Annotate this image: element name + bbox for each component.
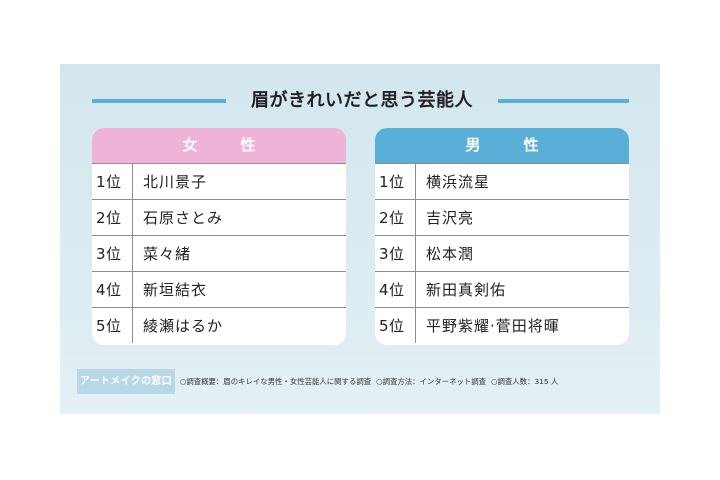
rank-position: 3位 bbox=[92, 236, 133, 271]
celebrity-name: 北川景子 bbox=[143, 173, 208, 191]
table-row: 1位 横浜流星 bbox=[375, 163, 629, 199]
table-row: 2位 石原さとみ bbox=[92, 199, 346, 235]
infographic-panel: 眉がきれいだと思う芸能人 女 性 1位 北川景子 2位 石原さとみ 3位 菜々緒… bbox=[60, 64, 660, 414]
celebrity-name: 横浜流星 bbox=[426, 173, 491, 191]
celebrity-name: 石原さとみ bbox=[143, 209, 224, 227]
survey-summary: ○調査概要：眉のキレイな男性・女性芸能人に関する調査 bbox=[179, 377, 372, 386]
rank-position: 1位 bbox=[92, 164, 133, 199]
brand-logo: アートメイクの窓口 bbox=[77, 369, 175, 394]
celebrity-name: 松本潤 bbox=[426, 245, 475, 263]
table-row: 3位 松本潤 bbox=[375, 235, 629, 271]
celebrity-name: 新田真剣佑 bbox=[426, 281, 507, 299]
footer: アートメイクの窓口 ○調査概要：眉のキレイな男性・女性芸能人に関する調査 ○調査… bbox=[77, 369, 657, 394]
page-title: 眉がきれいだと思う芸能人 bbox=[251, 90, 473, 111]
rank-position: 3位 bbox=[375, 236, 416, 271]
rank-position: 4位 bbox=[92, 272, 133, 307]
title-line-right bbox=[498, 99, 629, 103]
rank-position: 2位 bbox=[92, 200, 133, 235]
female-ranking-table: 女 性 1位 北川景子 2位 石原さとみ 3位 菜々緒 4位 新垣結衣 5位 綾… bbox=[92, 128, 346, 345]
celebrity-name: 綾瀬はるか bbox=[143, 317, 224, 335]
table-row: 3位 菜々緒 bbox=[92, 235, 346, 271]
male-header: 男 性 bbox=[375, 128, 629, 163]
rank-position: 4位 bbox=[375, 272, 416, 307]
title-row: 眉がきれいだと思う芸能人 bbox=[60, 86, 660, 116]
celebrity-name: 新垣結衣 bbox=[143, 281, 208, 299]
rank-position: 1位 bbox=[375, 164, 416, 199]
table-row: 4位 新田真剣佑 bbox=[375, 271, 629, 307]
table-row: 5位 綾瀬はるか bbox=[92, 307, 346, 343]
table-row: 4位 新垣結衣 bbox=[92, 271, 346, 307]
male-ranking-table: 男 性 1位 横浜流星 2位 吉沢亮 3位 松本潤 4位 新田真剣佑 5位 平野… bbox=[375, 128, 629, 345]
table-row: 2位 吉沢亮 bbox=[375, 199, 629, 235]
celebrity-name: 平野紫耀·菅田将暉 bbox=[426, 317, 560, 335]
survey-count: ○調査人数：315 人 bbox=[491, 377, 559, 386]
rank-position: 2位 bbox=[375, 200, 416, 235]
rank-position: 5位 bbox=[92, 308, 133, 343]
rank-position: 5位 bbox=[375, 308, 416, 343]
female-header: 女 性 bbox=[92, 128, 346, 163]
table-row: 5位 平野紫耀·菅田将暉 bbox=[375, 307, 629, 343]
celebrity-name: 吉沢亮 bbox=[426, 209, 475, 227]
table-row: 1位 北川景子 bbox=[92, 163, 346, 199]
survey-method: ○調査方法：インターネット調査 bbox=[376, 377, 487, 386]
celebrity-name: 菜々緒 bbox=[143, 245, 192, 263]
title-line-left bbox=[92, 99, 226, 103]
